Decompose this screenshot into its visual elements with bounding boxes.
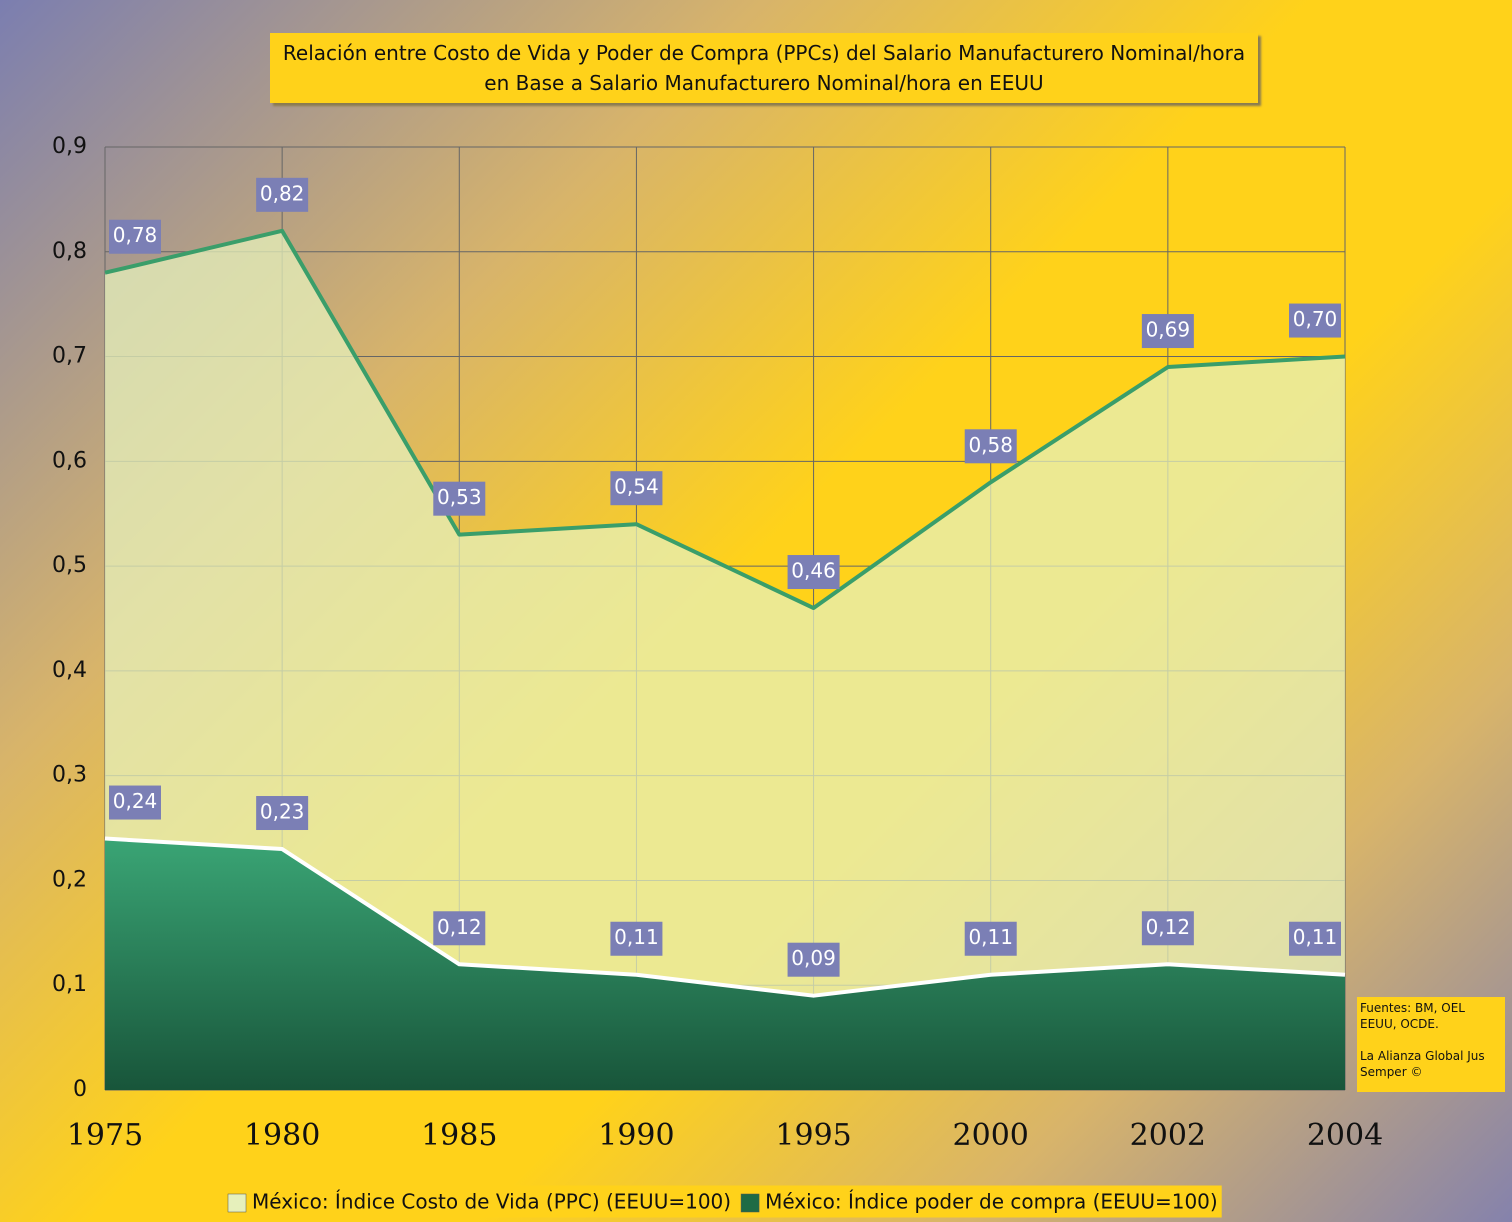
data-label: 0,11 (614, 925, 659, 949)
legend-label: México: Índice poder de compra (EEUU=100… (765, 1190, 1218, 1214)
data-label: 0,70 (1293, 307, 1338, 331)
y-tick-label: 0,5 (52, 553, 87, 578)
data-label-box (964, 921, 1017, 956)
data-label: 0,69 (1146, 318, 1191, 342)
data-label: 0,11 (1293, 925, 1338, 949)
data-label-box (787, 555, 840, 590)
y-tick-label: 0,1 (52, 972, 87, 997)
data-label-box (1141, 314, 1194, 349)
data-label-box (433, 481, 486, 516)
y-tick-label: 0,9 (52, 134, 87, 159)
data-label: 0,24 (113, 789, 158, 813)
legend-label: México: Índice Costo de Vida (PPC) (EEUU… (252, 1190, 731, 1214)
x-tick-label: 1980 (244, 1118, 320, 1153)
data-label-box (1289, 303, 1341, 338)
chart-title: Relación entre Costo de Vida y Poder de … (270, 33, 1258, 103)
x-tick-label: 1985 (421, 1118, 497, 1153)
legend-swatch (740, 1193, 760, 1213)
data-label-box (109, 219, 161, 254)
area (105, 230, 1345, 1091)
y-tick-label: 0,6 (52, 448, 87, 473)
data-label-box (433, 911, 486, 946)
line (104, 836, 1346, 998)
y-tick-label: 0,7 (52, 344, 87, 369)
data-label-box (256, 177, 309, 212)
data-label: 0,58 (968, 433, 1013, 457)
legend-swatch (227, 1193, 247, 1213)
area (105, 838, 1345, 1090)
legend: México: Índice Costo de Vida (PPC) (EEUU… (227, 1190, 1218, 1214)
data-label-box (1141, 911, 1194, 946)
data-label-box (256, 796, 309, 831)
x-tick-label: 2002 (1130, 1118, 1206, 1153)
source-note: Fuentes: BM, OEL EEUU, OCDE. La Alianza … (1357, 997, 1505, 1092)
data-label: 0,54 (614, 475, 659, 499)
data-label: 0,09 (791, 946, 836, 970)
data-label: 0,46 (791, 559, 836, 583)
data-label-box (610, 921, 663, 956)
data-label: 0,12 (1146, 915, 1191, 939)
data-label: 0,78 (113, 223, 158, 247)
x-tick-label: 2004 (1307, 1118, 1383, 1153)
x-tick-label: 1975 (67, 1118, 143, 1153)
note-line: La Alianza Global Jus Semper © (1360, 1049, 1485, 1079)
note-line: Fuentes: BM, OEL EEUU, OCDE. (1360, 1001, 1465, 1031)
data-label-box (610, 471, 663, 506)
data-label: 0,11 (968, 925, 1013, 949)
y-tick-label: 0,4 (52, 658, 87, 683)
x-tick-label: 2000 (953, 1118, 1029, 1153)
data-label: 0,23 (260, 800, 305, 824)
y-tick-label: 0,2 (52, 867, 87, 892)
data-label-box (109, 785, 161, 820)
data-label: 0,12 (437, 915, 482, 939)
y-tick-label: 0,8 (52, 239, 87, 264)
y-tick-label: 0 (73, 1077, 87, 1102)
line (104, 228, 1346, 611)
x-tick-label: 1990 (598, 1118, 674, 1153)
legend-box (224, 1185, 1222, 1218)
data-label-box (787, 942, 840, 977)
data-label: 0,82 (260, 181, 305, 205)
y-tick-label: 0,3 (52, 763, 87, 788)
data-label-box (1289, 921, 1341, 956)
x-tick-label: 1995 (775, 1118, 851, 1153)
data-label-box (964, 429, 1017, 464)
data-label: 0,53 (437, 485, 482, 509)
